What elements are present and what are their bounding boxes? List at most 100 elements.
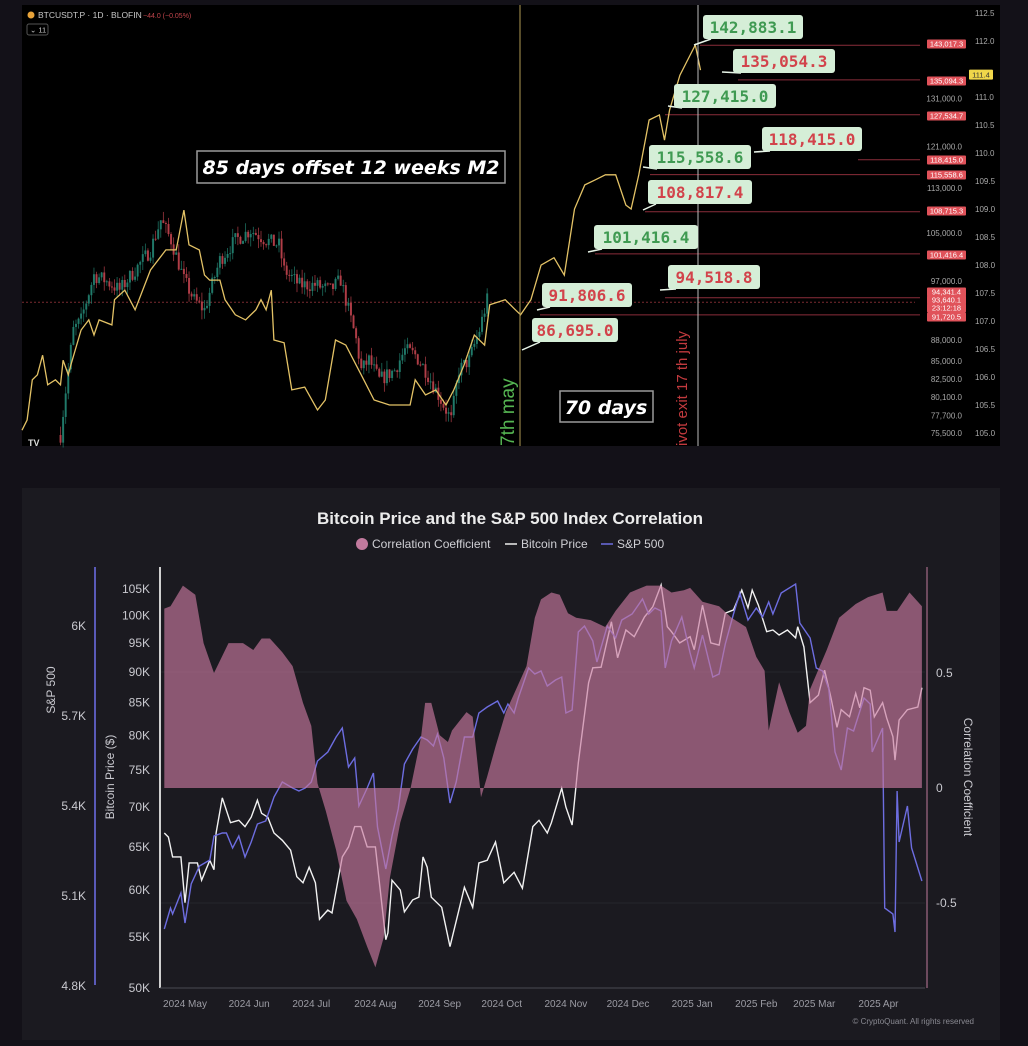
- x-tick-label: 2025 Mar: [793, 999, 836, 1010]
- candle: [64, 393, 67, 417]
- candle: [95, 274, 98, 284]
- candle: [313, 282, 316, 286]
- m2-offset-line: [21, 42, 702, 431]
- bitcoin-tick-label: 105K: [122, 582, 150, 596]
- chart-header: BTCUSDT.P · 1D · BLOFIN −44.0 (−0.05%) ⌄…: [26, 10, 191, 36]
- candle: [182, 268, 185, 275]
- candle: [257, 234, 260, 240]
- candle: [414, 350, 417, 355]
- candle: [141, 254, 144, 262]
- start-marker-label: 7th may: [498, 378, 519, 446]
- callout-pointer: [642, 203, 657, 211]
- callout-box: [532, 318, 618, 342]
- candle: [475, 336, 478, 344]
- m2-tick-label: 106.0: [975, 373, 996, 382]
- callout-label: 108,817.4: [657, 183, 744, 202]
- candle: [203, 307, 206, 311]
- candle: [234, 233, 237, 238]
- candle: [92, 274, 95, 285]
- sp500-tick-label: 5.7K: [61, 709, 86, 723]
- candle: [463, 360, 466, 363]
- candle: [213, 276, 216, 278]
- x-tick-label: 2024 Sep: [418, 999, 461, 1010]
- candle: [398, 360, 401, 372]
- price-tick-label: 80,100.0: [931, 393, 963, 402]
- price-tick-label: 131,000.0: [926, 95, 962, 104]
- candle: [406, 344, 409, 349]
- price-tag-label: 115,558.6: [930, 171, 963, 180]
- candle: [349, 302, 352, 316]
- x-tick-label: 2025 Apr: [858, 999, 899, 1010]
- callout-pointer: [753, 150, 771, 153]
- candle: [231, 237, 234, 254]
- candle: [373, 364, 376, 366]
- legend-item-correlation[interactable]: Correlation Coefficient: [356, 537, 491, 551]
- candle: [486, 293, 489, 314]
- candle: [252, 232, 255, 234]
- price-callout: 86,695.0: [521, 318, 618, 351]
- correlation-area: [164, 585, 922, 968]
- candle: [149, 257, 152, 261]
- candle: [146, 250, 149, 261]
- bitcoin-tick-label: 85K: [129, 696, 150, 710]
- indicator-badge-frame[interactable]: [26, 23, 49, 36]
- bitcoin-tick-label: 50K: [129, 981, 150, 995]
- m2-tick-label: 108.5: [975, 233, 996, 242]
- candle: [365, 360, 368, 365]
- candle: [321, 286, 324, 288]
- candle: [360, 358, 363, 369]
- indicator-badge[interactable]: ⌄ 11: [30, 26, 46, 35]
- price-axis[interactable]: 131,000.0 121,000.0 113,000.0 105,000.0 97,0…: [926, 39, 966, 439]
- bitcoin-tick-label: 65K: [129, 840, 150, 854]
- candle: [126, 282, 129, 288]
- candle: [334, 278, 337, 289]
- symbol-title[interactable]: BTCUSDT.P · 1D · BLOFIN: [38, 10, 142, 20]
- candle: [362, 360, 365, 369]
- correlation-tick-label: -0.5: [936, 896, 957, 910]
- candle: [105, 281, 108, 283]
- candle: [293, 274, 296, 276]
- candle: [208, 292, 211, 306]
- price-tag-label: 118,415.0: [930, 156, 963, 165]
- x-tick-label: 2024 Oct: [481, 999, 522, 1010]
- legend-item-sp500[interactable]: S&P 500: [601, 537, 664, 551]
- candle: [308, 289, 311, 291]
- sp500-axis-title: S&P 500: [44, 666, 58, 713]
- candle: [278, 238, 280, 246]
- callout-label: 142,883.1: [710, 18, 797, 37]
- correlation-tick-label: 0.5: [936, 666, 953, 680]
- candle: [432, 381, 435, 393]
- price-tag-label: 101,416.4: [930, 251, 963, 260]
- price-change: −44.0 (−0.05%): [143, 13, 191, 20]
- candle: [427, 377, 430, 382]
- price-tag-label: 127,534.7: [930, 112, 963, 121]
- candle: [98, 277, 101, 284]
- candle: [319, 280, 322, 288]
- candle: [244, 231, 247, 242]
- candle: [190, 293, 193, 297]
- price-tick-label: 88,000.0: [931, 336, 963, 345]
- price-tag-label: 135,094.3: [930, 77, 963, 86]
- candle: [164, 222, 167, 224]
- m2-tick-label: 106.5: [975, 345, 996, 354]
- candle: [185, 274, 188, 278]
- candle: [116, 282, 119, 291]
- legend-item-bitcoin[interactable]: Bitcoin Price: [505, 537, 588, 551]
- m2-tick-label: 112.5: [975, 9, 995, 18]
- candle: [421, 364, 424, 366]
- candle: [80, 313, 83, 319]
- candle: [59, 435, 62, 443]
- callout-box: [542, 283, 632, 307]
- candle: [136, 264, 139, 277]
- sp500-tick-label: 4.8K: [61, 979, 86, 993]
- m2-axis[interactable]: 112.5 112.0 111.0 110.5 110.0 109.5 109.0 108.5…: [969, 9, 996, 438]
- price-tag: [927, 287, 966, 297]
- m2-tick-label: 110.5: [975, 121, 995, 130]
- candle: [118, 282, 121, 290]
- candle: [239, 236, 242, 244]
- candle: [393, 370, 396, 372]
- price-tag: [927, 155, 966, 165]
- candle: [85, 303, 88, 310]
- candle: [383, 371, 386, 384]
- candle: [370, 355, 373, 365]
